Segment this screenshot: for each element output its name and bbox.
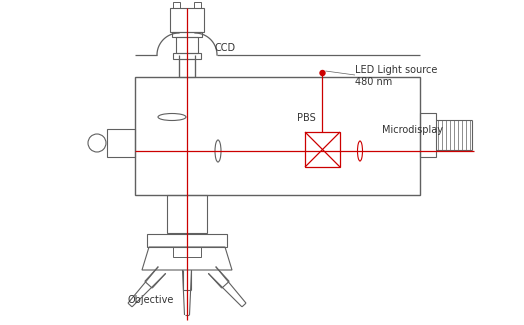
Bar: [194, 2, 201, 8]
Bar: [179, 59, 195, 77]
Bar: [135, 77, 420, 195]
Bar: [170, 8, 204, 32]
Bar: [107, 129, 135, 157]
Bar: [173, 53, 201, 59]
Text: PBS: PBS: [297, 113, 316, 123]
Bar: [167, 195, 207, 233]
Text: LED Light source: LED Light source: [355, 65, 438, 75]
Bar: [172, 32, 202, 37]
Bar: [173, 2, 180, 8]
Circle shape: [320, 71, 325, 75]
Bar: [176, 37, 198, 53]
Text: Objective: Objective: [128, 295, 174, 305]
Text: 480 nm: 480 nm: [355, 77, 392, 87]
Bar: [420, 113, 436, 157]
Bar: [305, 132, 340, 167]
Bar: [147, 234, 227, 247]
Text: CCD: CCD: [215, 43, 236, 53]
Bar: [173, 247, 201, 257]
Text: Microdisplay: Microdisplay: [382, 125, 443, 135]
